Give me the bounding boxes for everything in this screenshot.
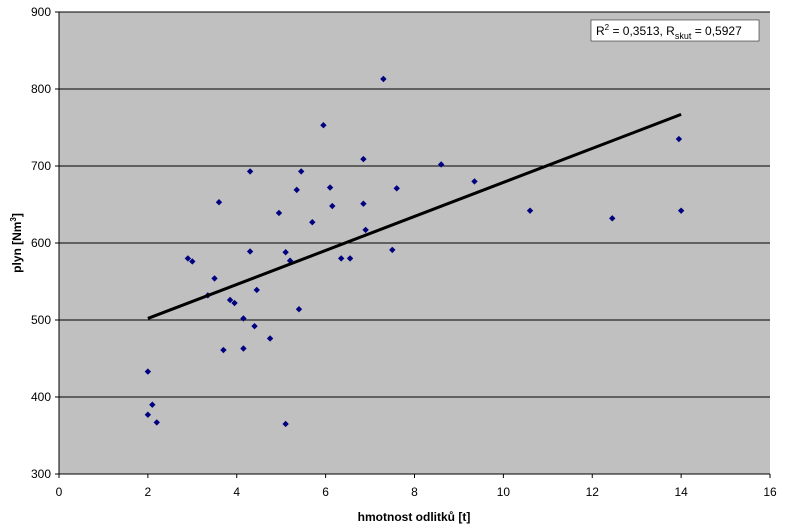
data-point [675, 135, 683, 143]
data-point [275, 209, 283, 217]
data-point [253, 286, 260, 294]
y-tick-label: 600 [31, 236, 51, 250]
data-point [153, 419, 160, 426]
x-tick-label: 2 [145, 485, 152, 499]
data-point [251, 322, 258, 330]
data-point [189, 258, 196, 265]
data-point [295, 306, 303, 313]
data-points [144, 75, 685, 428]
data-point [282, 420, 289, 428]
r-squared-annotation: R2 = 0,3513, Rskut = 0,5927 [590, 19, 760, 42]
data-point [389, 246, 396, 254]
y-axis-title: plyn [Nm3] [9, 213, 24, 273]
trendline [147, 113, 682, 320]
data-point [231, 299, 238, 307]
data-point [437, 161, 445, 168]
data-point [360, 200, 367, 207]
data-point [282, 249, 289, 256]
data-point [609, 215, 616, 222]
data-point [240, 315, 247, 322]
data-point [144, 368, 152, 375]
annotation-box [590, 19, 760, 42]
x-tick-label: 8 [411, 485, 418, 499]
data-point [337, 255, 345, 262]
data-point [246, 168, 254, 175]
x-tick-label: 10 [497, 485, 511, 499]
data-point [393, 185, 400, 192]
data-point [362, 226, 369, 234]
y-tick-label: 300 [31, 467, 51, 481]
y-tick-label: 800 [31, 82, 51, 96]
data-point [226, 296, 234, 304]
x-tick-label: 16 [763, 485, 777, 499]
data-point [144, 411, 152, 418]
data-point [246, 248, 254, 255]
data-point [293, 186, 300, 194]
axis-ticks [55, 11, 771, 478]
x-tick-label: 12 [586, 485, 600, 499]
data-point [240, 345, 247, 352]
data-point [526, 207, 534, 214]
data-point [329, 202, 336, 210]
data-point [220, 346, 227, 354]
data-point [211, 275, 218, 282]
x-tick-label: 6 [322, 485, 329, 499]
data-point [309, 219, 316, 226]
y-tick-label: 700 [31, 159, 51, 173]
data-point [320, 121, 327, 129]
data-point [149, 401, 156, 408]
x-tick-label: 0 [56, 485, 63, 499]
x-axis-title: hmotnost odlitků [t] [358, 510, 471, 524]
x-tick-label: 14 [674, 485, 688, 499]
y-tick-label: 500 [31, 313, 51, 327]
x-tick-labels: 0 2 4 6 8 10 12 14 16 [56, 485, 777, 499]
data-point [471, 178, 478, 185]
y-tick-label: 900 [31, 5, 51, 19]
data-point [184, 255, 192, 262]
data-point [380, 75, 387, 83]
annotation-text: R2 = 0,3513, Rskut = 0,5927 [596, 23, 742, 41]
data-point [297, 168, 305, 175]
data-point [677, 207, 685, 214]
data-point [215, 198, 223, 206]
data-point [326, 184, 334, 191]
x-tick-label: 4 [233, 485, 240, 499]
data-point [266, 335, 274, 342]
data-point [360, 155, 367, 163]
y-tick-labels: 300 400 500 600 700 800 900 [31, 5, 51, 481]
data-point [346, 255, 354, 262]
y-tick-label: 400 [31, 390, 51, 404]
